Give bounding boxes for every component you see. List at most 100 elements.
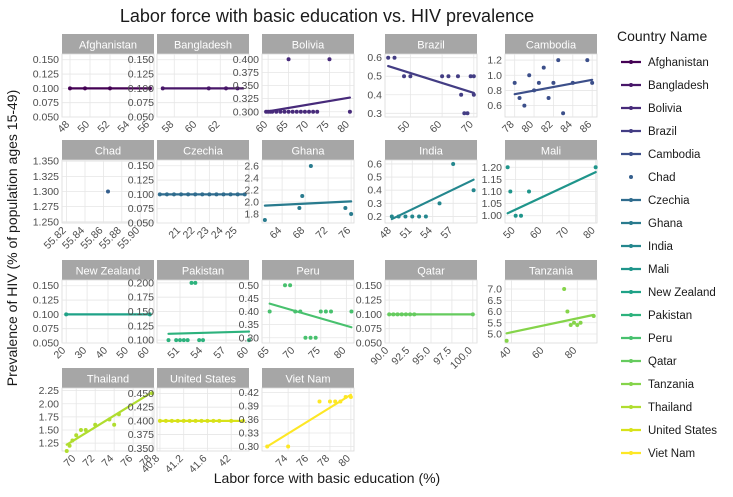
legend-item-qatar: Qatar: [621, 356, 677, 368]
y-tick-label: 0.125: [33, 69, 59, 81]
x-tick-label: 30: [72, 345, 89, 362]
data-point-chad: [106, 189, 110, 194]
legend-key-point: [629, 290, 633, 294]
data-point-thailand: [74, 433, 79, 438]
legend-key-point: [629, 428, 633, 432]
legend-item-ghana: Ghana: [621, 218, 683, 230]
legend-item-cambodia: Cambodia: [621, 149, 701, 161]
data-point-viet-nam: [333, 399, 338, 404]
data-point-brazil: [440, 74, 445, 79]
data-point-new-zealand: [147, 312, 152, 317]
data-point-qatar: [408, 312, 413, 317]
x-tick-label: 58: [160, 119, 177, 136]
data-point-india: [423, 214, 428, 219]
facet-india: India 0.20.30.40.5 0.6 48 51 54 57: [367, 140, 478, 241]
data-point-cambodia: [556, 58, 561, 63]
facet-panels: Afghanistan 0.050 0.075 0.100 0.125 0.150 48 50…: [33, 34, 598, 476]
legend-item-bangladesh: Bangladesh: [621, 80, 709, 92]
data-point-mali: [513, 213, 518, 218]
facet-strip-thailand: [62, 368, 154, 388]
x-tick-label: 64: [267, 225, 284, 242]
x-tick-label: 74: [274, 453, 291, 470]
data-point-peru: [293, 309, 298, 314]
facet-tanzania: Tanzania 5.05.56.06.57.0 40 60 80: [487, 260, 598, 362]
y-tick-label: 0.050: [33, 338, 59, 350]
data-point-tanzania: [568, 323, 573, 327]
data-point-bolivia: [294, 109, 299, 114]
data-point-peru: [298, 309, 303, 314]
x-tick-label: 62: [206, 119, 223, 136]
facet-title-united-states: United States: [170, 374, 237, 386]
data-point-bolivia: [274, 109, 279, 114]
facet-brazil: Brazil 0.3 0.4 0.5 0.6 50 60 70: [367, 34, 478, 135]
data-point-mali: [527, 189, 531, 194]
y-tick-label: 0.4: [367, 185, 382, 197]
data-point-afghanistan: [148, 86, 152, 91]
data-point-pakistan: [197, 338, 202, 343]
data-point-pakistan: [174, 338, 179, 343]
y-tick-label: 0.6: [367, 158, 382, 170]
facet-title-pakistan: Pakistan: [182, 266, 224, 278]
facet-grid-thailand: [62, 388, 154, 451]
data-point-united-states: [229, 418, 234, 423]
legend-item-brazil: Brazil: [621, 126, 677, 138]
data-point-ghana: [297, 206, 302, 210]
x-tick-label: 76: [336, 225, 353, 242]
x-axis-label: Labor force with basic education (%): [214, 470, 440, 486]
y-tick-label: 0.075: [128, 97, 154, 109]
x-tick-label: 72: [313, 225, 330, 242]
data-point-united-states: [205, 418, 210, 423]
facet-strip-viet-nam: [262, 368, 354, 388]
data-point-bangladesh: [224, 86, 228, 91]
data-point-bolivia: [282, 109, 287, 114]
y-tick-label: 0.6: [367, 52, 382, 64]
y-tick-label: 1.25: [39, 438, 60, 450]
x-tick-label: 50: [114, 345, 131, 362]
data-point-qatar: [399, 312, 404, 317]
data-point-india: [403, 214, 408, 219]
y-tick-label: 0.125: [356, 295, 382, 307]
legend-key-point: [629, 175, 633, 179]
y-tick-label: 0.100: [128, 189, 154, 201]
y-tick-label: 0.400: [233, 54, 259, 66]
data-point-india: [396, 214, 401, 219]
data-point-brazil: [471, 74, 476, 79]
x-tick-label: 75: [306, 345, 323, 362]
y-tick-label: 0.450: [128, 388, 154, 400]
x-tick-label: 60: [530, 345, 547, 362]
data-point-cambodia: [590, 80, 595, 85]
facet-peru: Peru 0.300.350.400.450.50 65 70 75 80: [239, 260, 355, 362]
data-point-bolivia: [315, 109, 320, 114]
data-point-peru: [267, 309, 272, 314]
facet-title-tanzania: Tanzania: [529, 266, 574, 278]
data-point-cambodia: [551, 80, 556, 85]
y-tick-label: 1.15: [482, 174, 503, 186]
data-point-cambodia: [532, 88, 537, 93]
trend-line-bolivia: [264, 96, 352, 113]
facet-title-czechia: Czechia: [183, 146, 224, 158]
data-point-qatar: [391, 312, 396, 317]
facet-plot-area-afghanistan: [61, 53, 155, 118]
y-tick-label: 0.150: [128, 160, 154, 172]
data-point-qatar: [395, 312, 400, 317]
data-point-bolivia: [286, 109, 291, 114]
x-tick-label: 80: [336, 453, 353, 470]
facet-viet-nam: Viet Nam 0.300.33 0.360.39 0.42 74 76 78 80: [239, 368, 355, 470]
data-point-new-zealand: [64, 312, 69, 317]
x-tick-label: 60: [528, 225, 545, 242]
data-point-viet-nam: [317, 399, 322, 404]
data-point-cambodia: [527, 73, 532, 78]
x-tick-label: 80: [332, 345, 349, 362]
facet-title-brazil: Brazil: [417, 40, 445, 52]
y-tick-label: 0.050: [33, 112, 59, 124]
facet-plot-area-brazil: [384, 53, 478, 118]
x-tick-label: 60: [135, 345, 152, 362]
facet-title-bangladesh: Bangladesh: [174, 40, 232, 52]
y-tick-label: 0.300: [233, 106, 259, 118]
data-point-united-states: [169, 418, 174, 423]
data-point-india: [389, 214, 394, 219]
data-point-tanzania: [575, 323, 580, 327]
x-tick-label: 60: [254, 119, 271, 136]
